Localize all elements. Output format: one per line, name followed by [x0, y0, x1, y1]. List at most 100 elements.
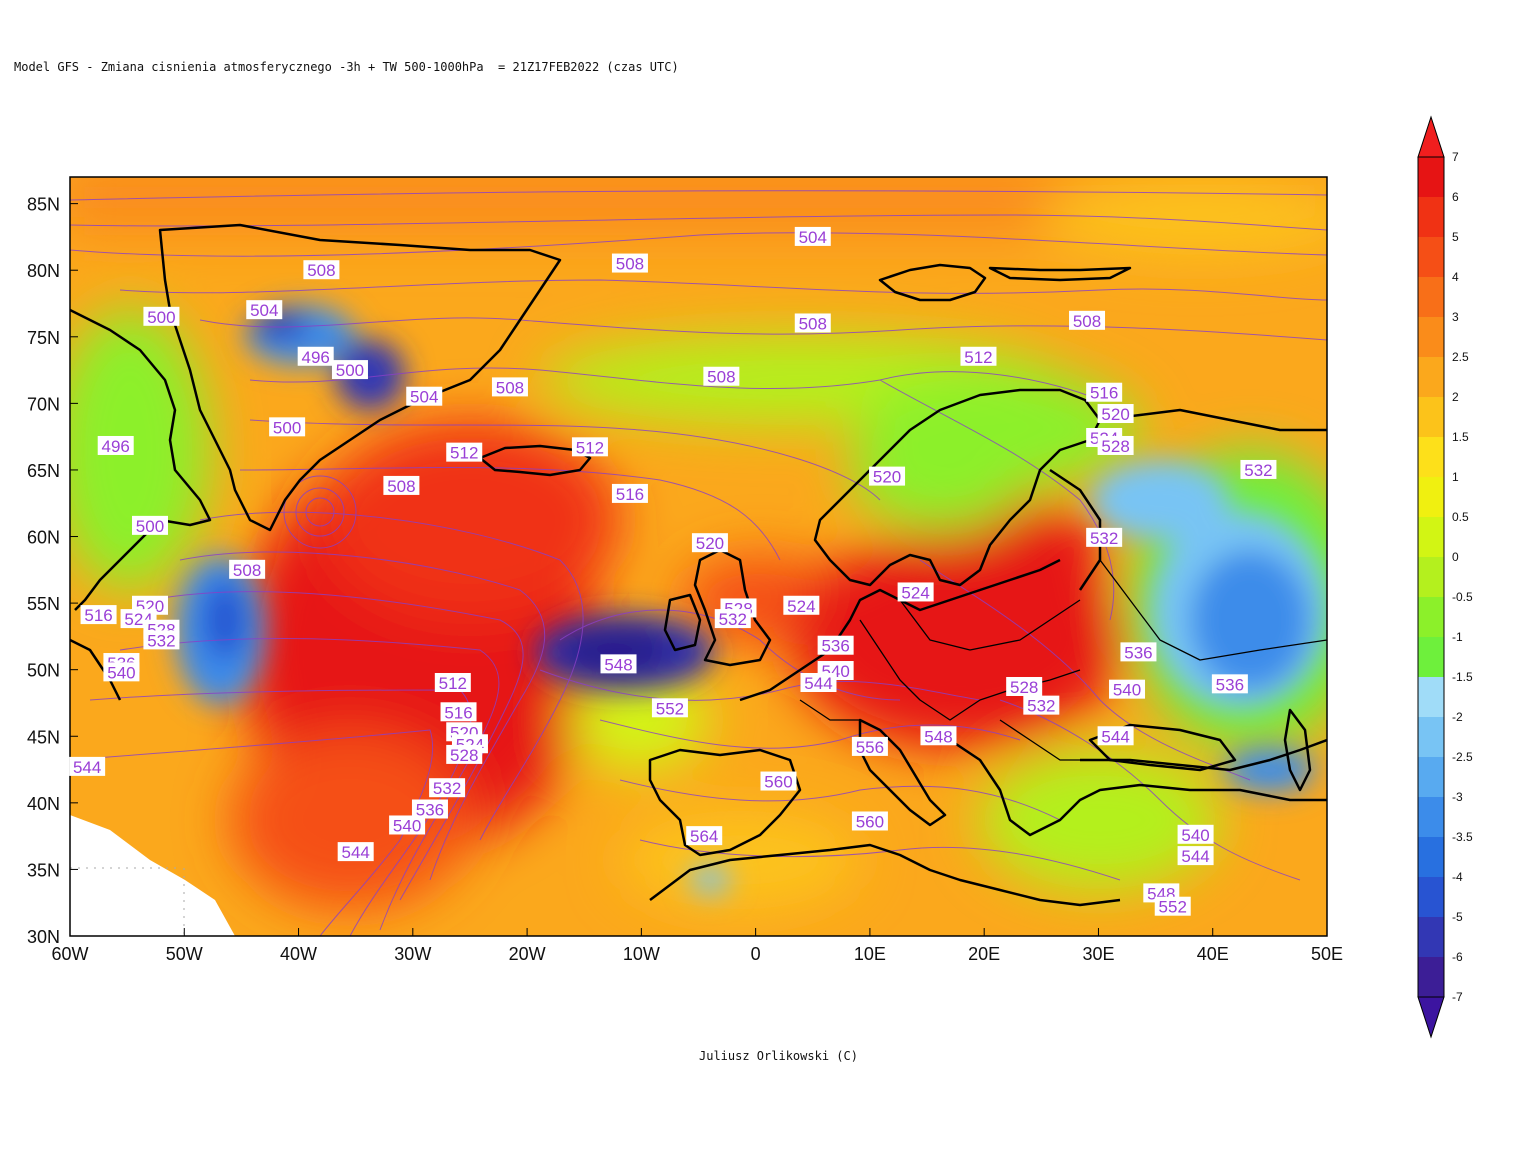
contour-label-bg	[794, 313, 831, 333]
contour-label-text: 536	[416, 801, 444, 820]
contour-label: 528	[1097, 435, 1134, 456]
contour-label: 504	[246, 300, 283, 320]
contour-label-bg	[1086, 527, 1123, 547]
colorbar-top-arrow	[1417, 115, 1445, 158]
contour-label-bg	[794, 226, 831, 246]
contour-label: 516	[611, 483, 648, 504]
contour-label-bg	[800, 673, 837, 692]
contour-labels: 504 508 508 500 504 508 508 512 496 500 504 508 508 5…	[69, 226, 1277, 917]
contour-label: 536	[411, 799, 448, 820]
colorbar: 7 6 5 4 3 2.5 2 1.5 1 0.5 0 -0.5 -1 -1.5 -2 -2.5 -3 -3.5 -…	[1417, 115, 1473, 1039]
contour-label-bg	[760, 771, 797, 791]
contour-label: 504	[794, 226, 831, 247]
colorbar-swatch	[1418, 437, 1444, 478]
contour-label: 508	[1069, 310, 1106, 331]
lon-tick-label: 30W	[394, 944, 431, 964]
colorbar-label: -0.5	[1452, 590, 1473, 604]
contour-label-bg	[851, 811, 888, 831]
contour-label: 512	[960, 346, 997, 367]
colorbar-label: 7	[1452, 150, 1459, 164]
contour-label-text: 544	[1181, 847, 1209, 866]
contour-label: 540	[1109, 679, 1146, 700]
contour-label-bg	[686, 826, 723, 846]
contour-label-text: 512	[964, 348, 992, 367]
lat-tick-label: 30N	[27, 927, 60, 947]
colorbar-swatch	[1418, 837, 1444, 878]
contour-label: 548	[920, 726, 957, 746]
colorbar-label: -3.5	[1452, 830, 1473, 844]
contour-label-bg	[131, 515, 168, 535]
contour-label: 520	[1097, 404, 1134, 424]
plot-frame	[69, 176, 1328, 937]
contour-label-bg	[897, 582, 934, 602]
contour-label-bg	[571, 437, 608, 457]
contour-label-text: 520	[873, 468, 901, 487]
colorbar-swatch	[1418, 877, 1444, 918]
colorbar-label: 4	[1452, 270, 1459, 284]
contour-label: 500	[331, 360, 368, 380]
contour-label-bg	[869, 466, 906, 486]
contour-label: 564	[686, 826, 723, 846]
contour-label: 544	[1097, 726, 1134, 746]
contour-label: 520	[869, 466, 906, 487]
contour-label-bg	[1120, 642, 1157, 662]
lon-tick-label: 60W	[51, 944, 88, 964]
contour-label-bg	[1097, 726, 1134, 746]
contour-label-text: 544	[804, 674, 832, 693]
contour-label: 532	[1086, 527, 1123, 548]
colorbar-swatch	[1418, 277, 1444, 318]
axis-ticks: 60W 50W 40W 30W 20W 10W 0 10E 20E 30E 40E 50E 30N 35N…	[27, 195, 1343, 964]
contour-label: 508	[611, 253, 648, 274]
contour-label-bg	[103, 662, 140, 682]
contour-label-text: 512	[450, 444, 478, 463]
contour-label: 532	[143, 630, 180, 650]
lat-tick-label: 35N	[27, 860, 60, 880]
lon-tick-label: 10E	[854, 944, 886, 964]
colorbar-swatch	[1418, 237, 1444, 278]
colorbar-label: 1	[1452, 470, 1459, 484]
contour-label: 496	[297, 346, 334, 367]
colorbar-label: -7	[1452, 990, 1463, 1004]
contour-label-bg	[851, 736, 888, 756]
lon-tick-label: 40E	[1197, 944, 1229, 964]
contour-label-bg	[143, 630, 180, 650]
pressure-change-field	[70, 177, 1327, 936]
contour-label-text: 544	[1101, 727, 1129, 746]
contour-label-text: 496	[102, 437, 130, 456]
contour-label-text: 540	[1181, 826, 1209, 845]
contour-label-text: 508	[616, 255, 644, 274]
colorbar-bottom-arrow	[1417, 996, 1445, 1039]
contour-label-text: 560	[764, 773, 792, 792]
contour-label-bg	[920, 726, 957, 746]
contour-label-text: 548	[924, 727, 952, 746]
contour-label-bg	[600, 654, 637, 674]
coastlines	[70, 223, 1327, 907]
contour-label: 544	[1177, 846, 1214, 866]
contour-label-text: 560	[856, 812, 884, 831]
contour-label: 528	[1006, 676, 1043, 697]
colorbar-label: 6	[1452, 190, 1459, 204]
graticule	[70, 867, 185, 936]
contour-label: 548	[600, 654, 637, 674]
contour-label-bg	[1177, 824, 1214, 844]
contour-label-bg	[691, 533, 728, 553]
contour-label-bg	[1109, 679, 1146, 699]
contour-label-bg	[703, 366, 740, 386]
contour-label-text: 524	[787, 597, 815, 616]
contour-label-text: 508	[307, 261, 335, 280]
contour-label-text: 532	[1090, 529, 1118, 548]
contour-label-bg	[1023, 695, 1060, 715]
contour-label-text: 544	[73, 758, 101, 777]
contour-label-text: 524	[901, 583, 929, 602]
contour-label: 552	[1154, 896, 1191, 917]
contour-label: 560	[851, 811, 888, 831]
colorbar-label: 1.5	[1452, 430, 1469, 444]
lat-tick-label: 85N	[27, 195, 60, 215]
contour-label: 516	[440, 702, 477, 722]
contour-label-text: 508	[233, 561, 261, 580]
colorbar-swatch	[1418, 557, 1444, 598]
contour-label: 532	[714, 609, 751, 629]
lat-tick-label: 45N	[27, 727, 60, 747]
colorbar-swatch	[1418, 317, 1444, 358]
